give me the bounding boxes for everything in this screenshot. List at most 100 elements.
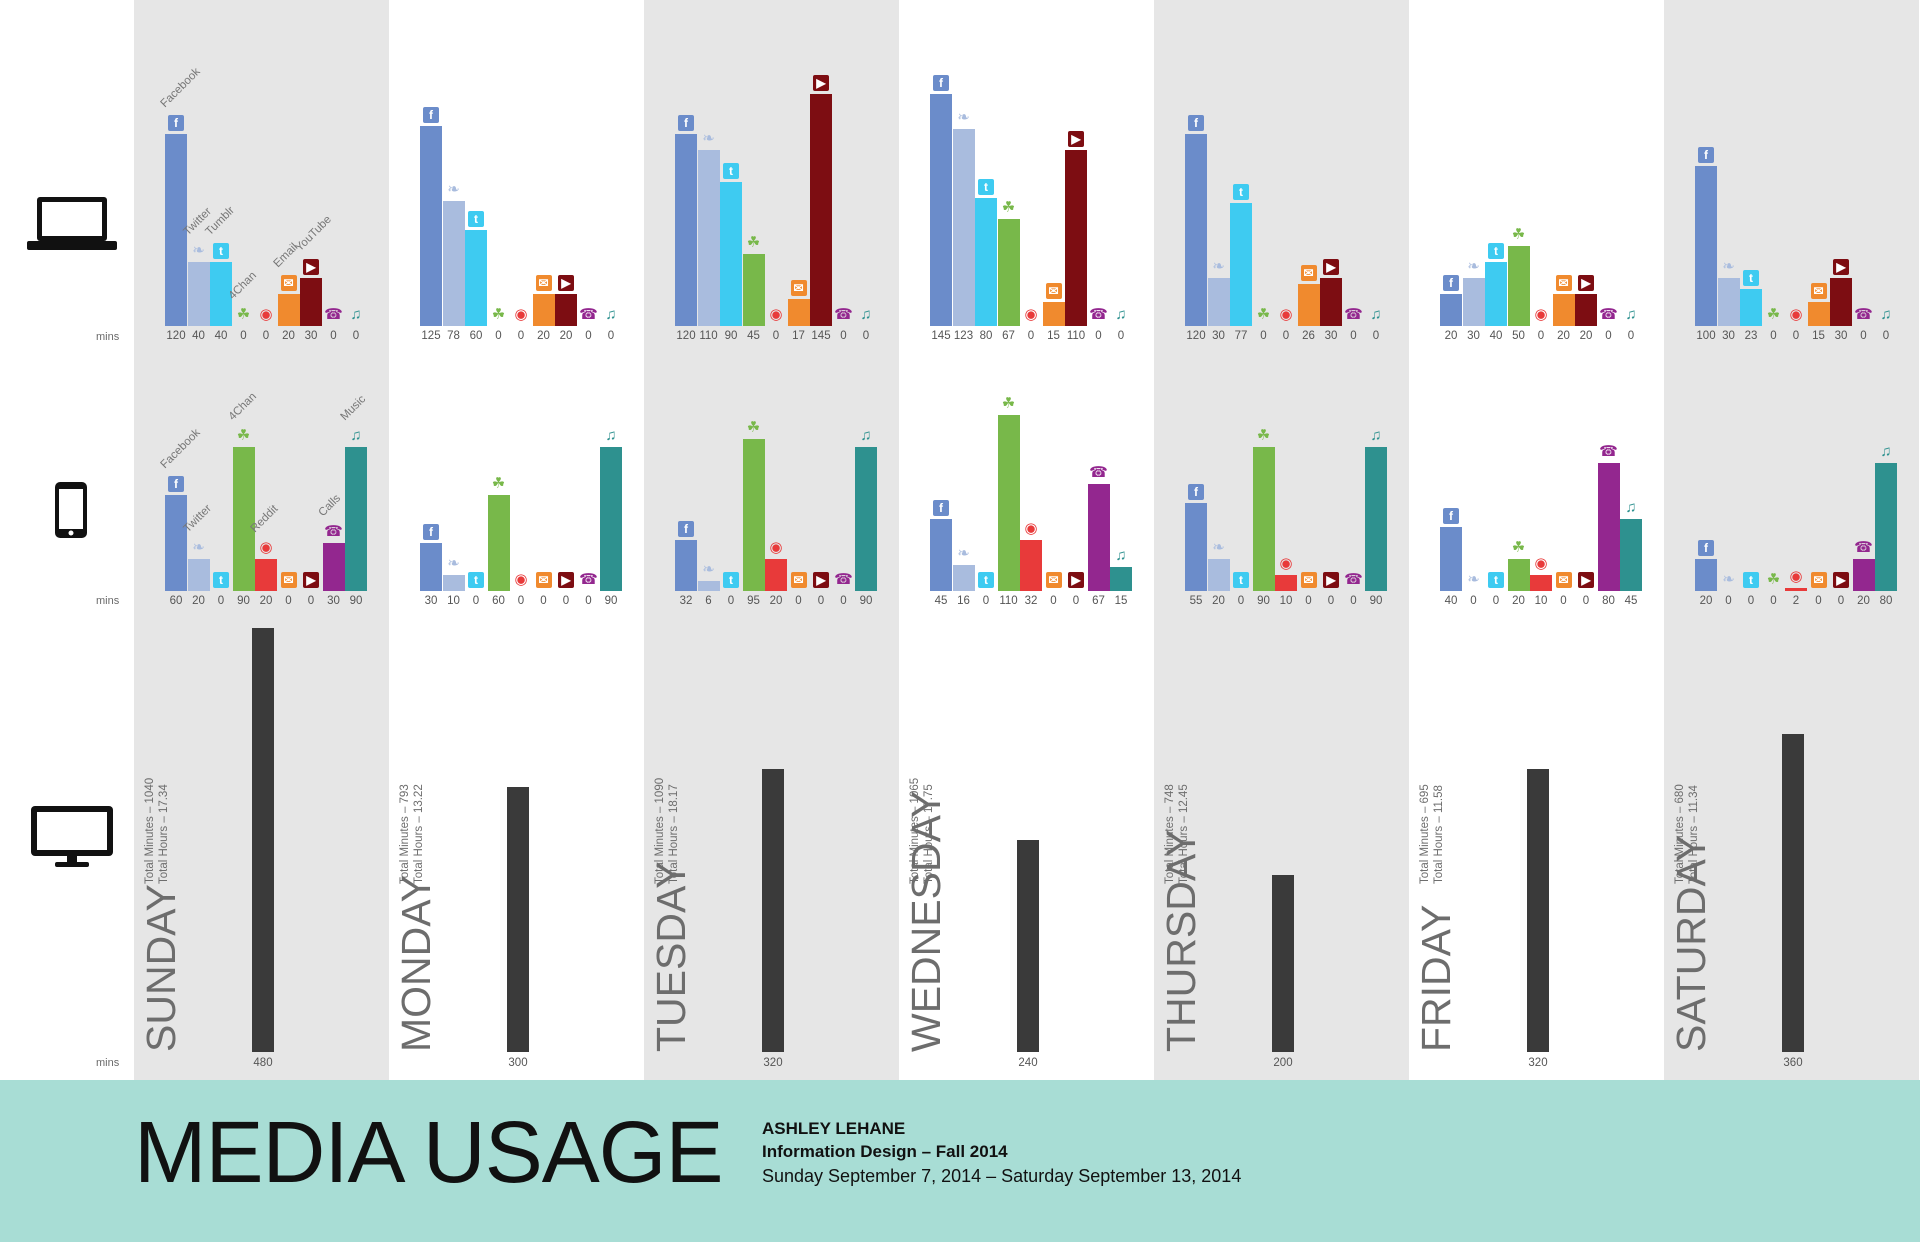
clover-icon: ☘ (236, 306, 251, 323)
phone-value-label: 16 (957, 595, 970, 607)
laptop-bar-facebook (930, 94, 952, 326)
phone-call-icon: ☎ (834, 306, 853, 323)
tumblr-icon: t (978, 572, 994, 588)
reddit-icon: ◉ (1024, 519, 1038, 537)
phone-value-label: 0 (1770, 595, 1777, 607)
reddit-icon: ◉ (514, 571, 528, 588)
laptop-bar-youtube (1065, 150, 1087, 326)
laptop-bar-email (1807, 302, 1830, 326)
phone-bar-4chan (232, 447, 255, 591)
twitter-icon: ❧ (957, 545, 970, 563)
laptop-value-label: 120 (676, 330, 696, 342)
twitter-icon: ❧ (702, 130, 715, 147)
phone-bar-reddit (1020, 539, 1042, 591)
music-icon: ♫ (1115, 306, 1127, 323)
tv-axis-unit: mins (96, 1057, 120, 1069)
laptop-value-label: 23 (1744, 330, 1758, 342)
phone-value-label: 2 (1792, 595, 1800, 607)
youtube-icon: ▶ (303, 572, 319, 588)
laptop-value-label: 20 (559, 330, 573, 342)
phone-value-label: 80 (1602, 595, 1615, 607)
phone-bar-twitter (952, 565, 975, 591)
reddit-icon: ◉ (259, 539, 273, 556)
laptop-value-label: 50 (1512, 330, 1525, 342)
laptop-value-label: 80 (979, 330, 993, 342)
laptop-value-label: 17 (792, 330, 805, 342)
clover-icon: ☘ (1511, 226, 1526, 243)
laptop-value-label: 0 (352, 330, 360, 342)
laptop-bar-youtube (1575, 294, 1597, 326)
laptop-bar-4chan (742, 254, 765, 326)
laptop-bar-tumblr (975, 198, 997, 326)
facebook-icon: f (1698, 540, 1714, 556)
phone-bar-music (1875, 463, 1897, 591)
tv-value-label: 240 (1018, 1057, 1038, 1069)
laptop-value-label: 0 (495, 330, 502, 342)
phone-value-label: 6 (705, 595, 712, 607)
phone-bar-music (1365, 447, 1387, 591)
clover-icon: ☘ (236, 427, 251, 444)
laptop-bar-email (1042, 302, 1065, 326)
laptop-value-label: 40 (214, 330, 228, 342)
laptop-bar-email (277, 294, 300, 326)
music-icon: ♫ (1115, 547, 1127, 564)
tv-value-label: 360 (1783, 1057, 1803, 1069)
tumblr-icon: t (978, 179, 994, 195)
tv-bar (1272, 875, 1294, 1052)
phone-value-label: 0 (1050, 595, 1057, 607)
day-name: MONDAY (393, 875, 439, 1052)
reddit-icon: ◉ (514, 306, 528, 323)
laptop-bar-twitter (1207, 278, 1230, 326)
total-hours: Total Hours – 17.34 (158, 784, 170, 884)
laptop-value-label: 30 (1324, 330, 1338, 342)
reddit-icon: ◉ (1789, 567, 1803, 585)
laptop-bar-tumblr (210, 262, 232, 326)
phone-call-icon: ☎ (324, 306, 343, 323)
laptop-bar-tumblr (1485, 262, 1507, 326)
clover-icon: ☘ (746, 234, 761, 251)
date-range: Sunday September 7, 2014 – Saturday Sept… (762, 1166, 1242, 1186)
phone-bar-facebook (1695, 559, 1717, 591)
laptop-value-label: 120 (166, 330, 186, 342)
phone-value-label: 20 (192, 595, 205, 607)
total-hours: Total Hours – 11.58 (1433, 785, 1445, 884)
laptop-value-label: 123 (953, 330, 974, 342)
clover-icon: ☘ (491, 475, 506, 492)
phone-value-label: 0 (1470, 595, 1477, 607)
phone-bar-twitter (1207, 559, 1230, 591)
phone-call-icon: ☎ (1089, 463, 1108, 481)
phone-value-label: 0 (1072, 595, 1080, 607)
email-icon: ✉ (790, 279, 807, 296)
music-icon: ♫ (605, 306, 617, 323)
laptop-bar-youtube (555, 294, 577, 326)
reddit-icon: ◉ (1279, 306, 1293, 323)
laptop-bar-4chan (1507, 246, 1530, 326)
phone-value-label: 45 (1624, 595, 1638, 607)
laptop-value-label: 40 (1489, 330, 1503, 342)
phone-bar-facebook (1185, 503, 1207, 591)
phone-value-label: 0 (1560, 595, 1567, 607)
page-title: MEDIA USAGE (134, 1104, 723, 1201)
laptop-value-label: 90 (724, 330, 738, 342)
twitter-icon: ❧ (702, 561, 715, 579)
phone-value-label: 90 (604, 595, 618, 607)
clover-icon: ☘ (491, 306, 506, 323)
clover-icon: ☘ (1766, 571, 1781, 588)
phone-value-label: 0 (307, 595, 315, 607)
facebook-icon: f (1443, 275, 1459, 291)
music-icon: ♫ (1880, 306, 1892, 323)
phone-bar-facebook (1440, 527, 1462, 591)
reddit-icon: ◉ (1534, 555, 1548, 572)
facebook-icon: f (933, 75, 949, 91)
facebook-icon: f (1188, 115, 1204, 131)
email-icon: ✉ (535, 572, 552, 588)
total-minutes: Total Minutes – 793 (399, 784, 411, 884)
tv-bar (507, 787, 529, 1052)
laptop-bar-facebook (675, 134, 697, 326)
total-hours: Total Hours – 17.75 (923, 784, 935, 884)
footer (0, 1080, 1920, 1242)
laptop-bar-email (787, 298, 810, 326)
phone-value-label: 110 (999, 595, 1018, 607)
facebook-icon: f (423, 524, 439, 540)
phone-value-label: 90 (1257, 595, 1270, 607)
